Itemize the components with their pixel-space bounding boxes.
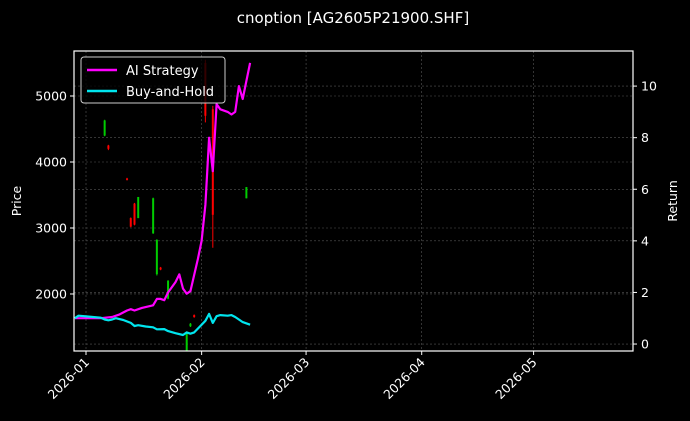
candle-body [129, 218, 132, 227]
candle-body [137, 196, 140, 219]
y-axis-left: 2000 3000 4000 5000 [35, 89, 74, 301]
legend-label-ai-strategy: AI Strategy [126, 64, 199, 79]
candle-body [155, 239, 158, 275]
chart-title: cnoption [AG2605P21900.SHF] [237, 9, 469, 27]
candle-body [107, 145, 110, 149]
y-right-tick-label: 10 [641, 79, 657, 94]
y-right-tick-label: 6 [641, 182, 649, 197]
y-left-tick-label: 5000 [35, 89, 67, 104]
candle-body [185, 332, 188, 351]
candle-body [189, 323, 192, 327]
legend: AI Strategy Buy-and-Hold [80, 56, 226, 104]
y-left-tick-label: 4000 [35, 154, 67, 169]
series-buy-and-hold [74, 312, 251, 337]
y-axis-left-label: Price [9, 185, 24, 216]
return-series [74, 62, 252, 337]
y-axis-right: 0 2 4 6 8 10 [633, 79, 657, 352]
y-left-tick-label: 3000 [35, 220, 67, 235]
y-left-tick-label: 2000 [35, 286, 67, 301]
candle-body [152, 198, 155, 234]
candle-body [245, 187, 248, 199]
candle-body [193, 315, 196, 318]
candle-body [159, 267, 162, 270]
candle-body [126, 178, 129, 180]
candle-body [133, 203, 136, 225]
legend-label-buy-and-hold: Buy-and-Hold [126, 85, 214, 100]
candle-body [167, 280, 170, 299]
plot-frame [73, 50, 634, 352]
y-axis-right-label: Return [665, 180, 680, 221]
y-right-tick-label: 4 [641, 233, 649, 248]
y-right-tick-label: 2 [641, 285, 649, 300]
series-ai-strategy [74, 62, 252, 320]
y-right-tick-label: 8 [641, 130, 649, 145]
y-right-tick-label: 0 [641, 337, 649, 352]
candle-body [103, 120, 106, 136]
